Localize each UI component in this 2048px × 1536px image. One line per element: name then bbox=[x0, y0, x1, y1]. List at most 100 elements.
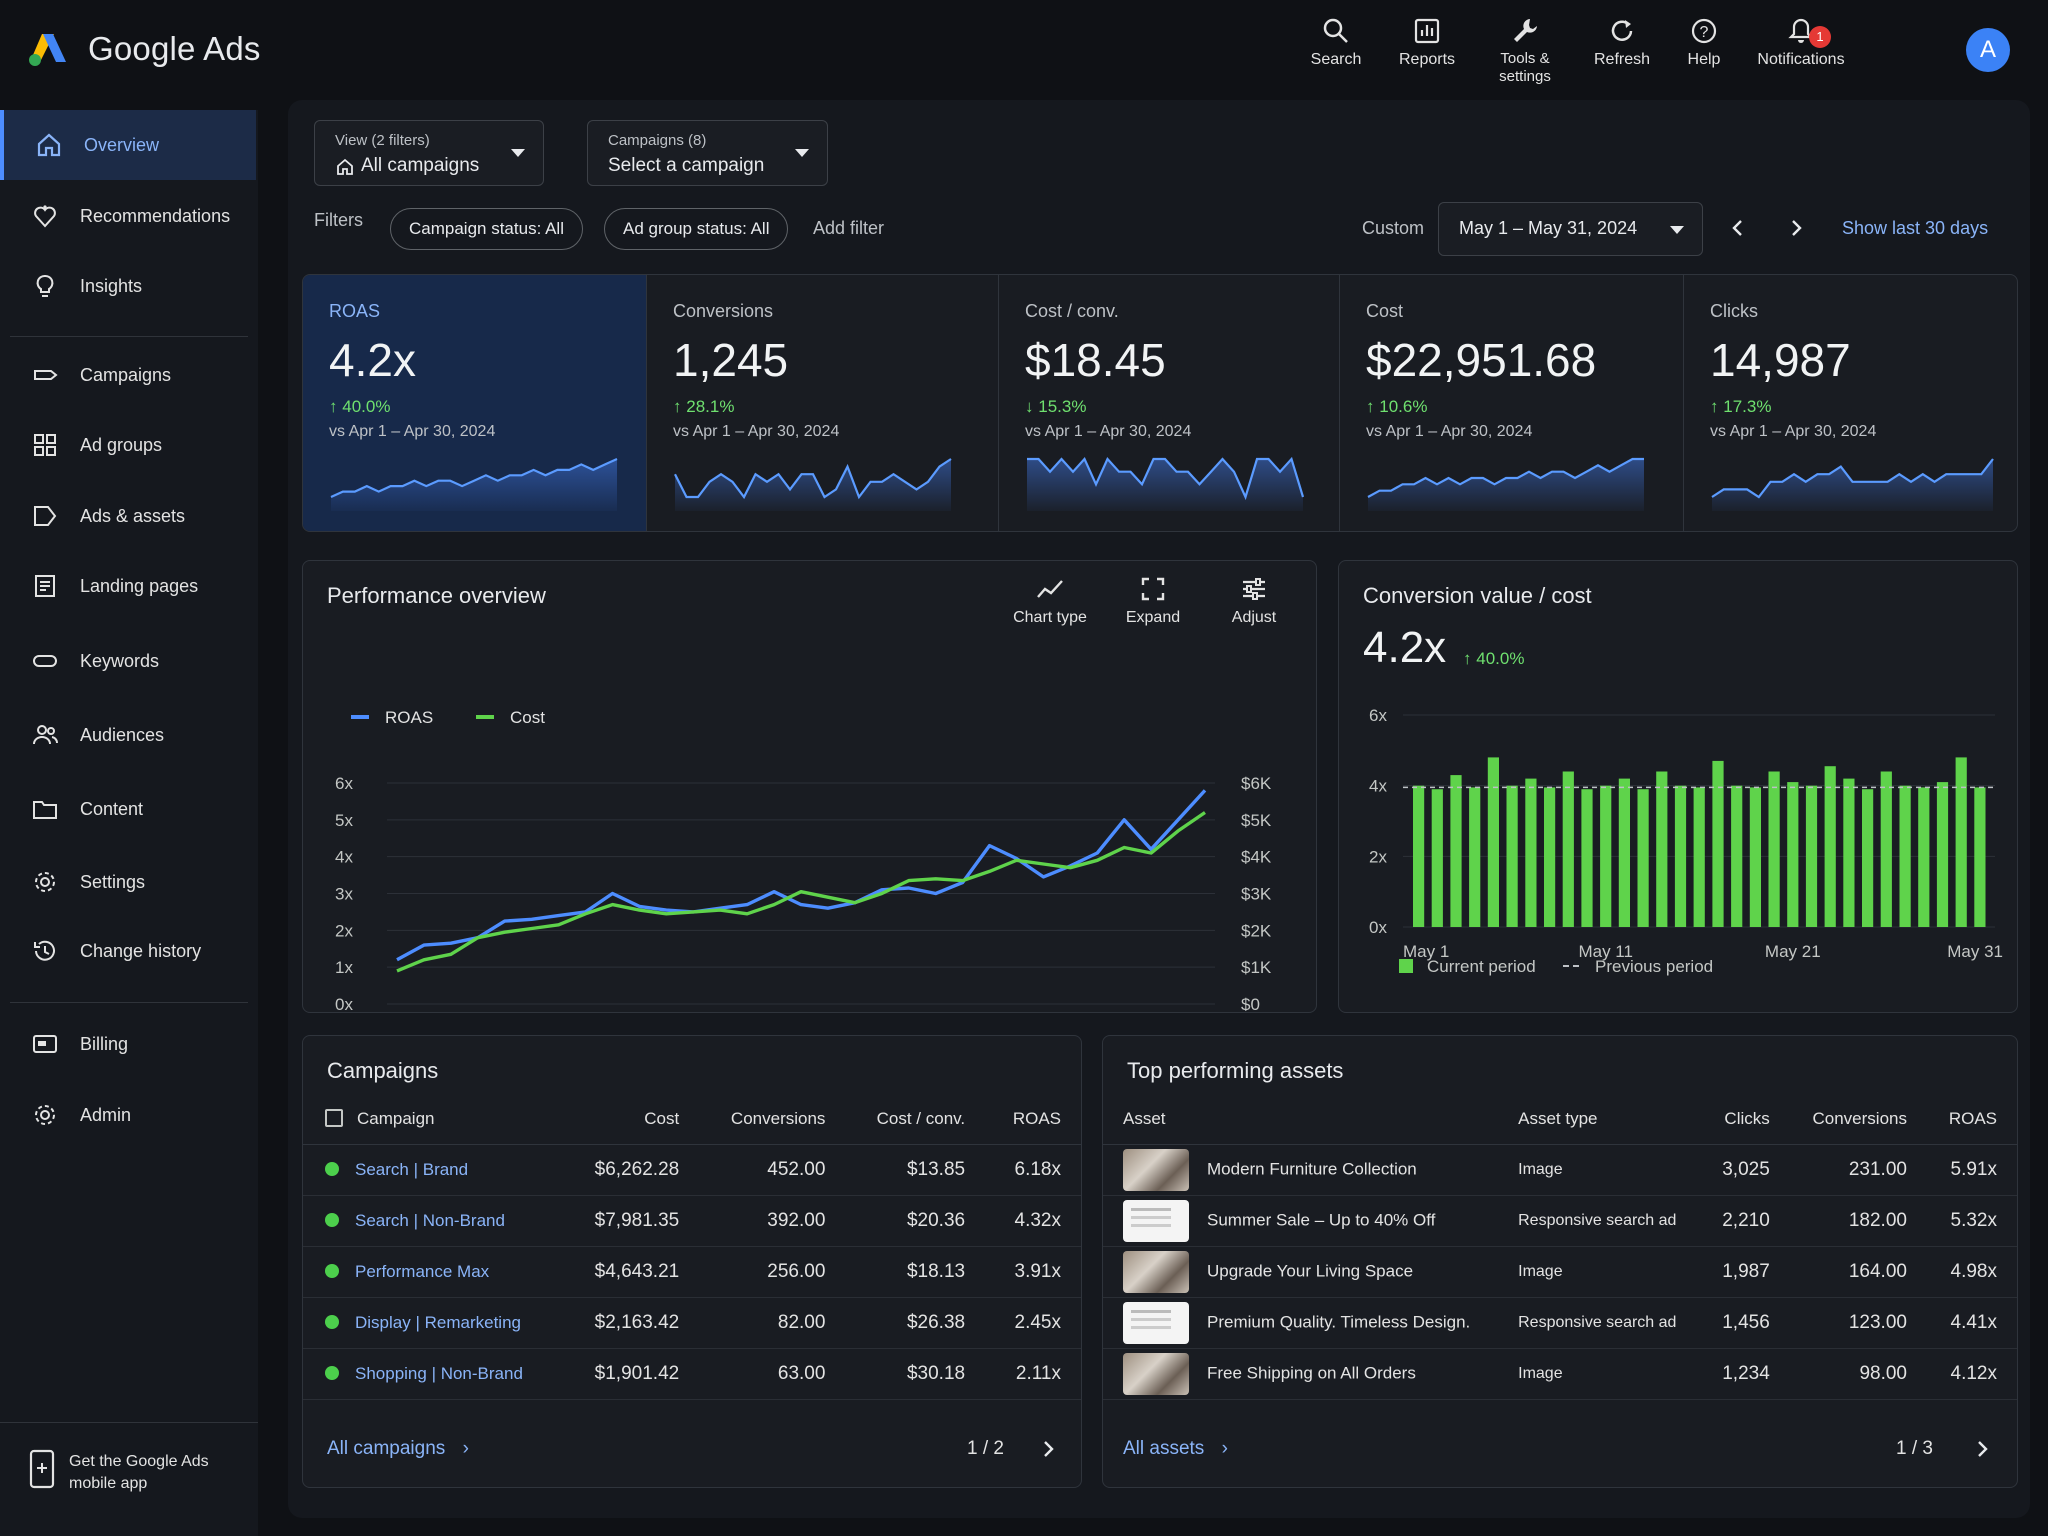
table-row[interactable]: Shopping | Non-Brand $1,901.42 63.00 $30… bbox=[303, 1348, 1081, 1400]
google-ads-logo-icon[interactable] bbox=[26, 28, 70, 72]
ad-group-status-chip[interactable]: Ad group status: All bbox=[604, 208, 789, 250]
chevron-left-icon[interactable] bbox=[1726, 216, 1750, 240]
campaign-name-cell[interactable]: Shopping | Non-Brand bbox=[303, 1348, 564, 1400]
campaign-link[interactable]: Shopping | Non-Brand bbox=[355, 1363, 523, 1383]
sidebar-item-insights[interactable]: Insights bbox=[0, 251, 256, 321]
column-header-cost-per-conv[interactable]: Cost / conv. bbox=[845, 1094, 986, 1145]
campaign-link[interactable]: Search | Brand bbox=[355, 1159, 469, 1179]
column-header-asset[interactable]: Asset bbox=[1103, 1094, 1499, 1145]
table-row[interactable]: Upgrade Your Living Space Image 1,987 16… bbox=[1103, 1246, 2017, 1298]
campaign-name-cell[interactable]: Performance Max bbox=[303, 1246, 564, 1298]
column-header-campaign[interactable]: Campaign bbox=[303, 1094, 564, 1145]
avatar[interactable]: A bbox=[1966, 28, 2010, 72]
asset-name-cell[interactable]: Free Shipping on All Orders bbox=[1103, 1348, 1499, 1400]
conversion-value-panel: Conversion value / cost 4.2x ↑ 40.0% 0x 2… bbox=[1338, 560, 2018, 1013]
kpi-label: ROAS bbox=[329, 301, 381, 321]
sidebar-item-label: Billing bbox=[80, 1033, 129, 1054]
column-header-roas[interactable]: ROAS bbox=[985, 1094, 1081, 1145]
campaign-link[interactable]: Display | Remarketing bbox=[355, 1312, 521, 1332]
sidebar-item-admin[interactable]: Admin bbox=[0, 1080, 256, 1150]
select-all-checkbox[interactable] bbox=[325, 1108, 343, 1127]
y-tick-left: 5x bbox=[335, 811, 353, 830]
column-header-cost[interactable]: Cost bbox=[563, 1094, 700, 1145]
table-row[interactable]: Performance Max $4,643.21 256.00 $18.13 … bbox=[303, 1246, 1081, 1298]
sidebar-item-audiences[interactable]: Audiences bbox=[0, 700, 256, 770]
page-icon bbox=[35, 575, 55, 597]
sidebar-item-billing[interactable]: Billing bbox=[0, 1009, 256, 1079]
kpi-card-cost[interactable]: Cost $22,951.68 ↑ 10.6% vs Apr 1 – Apr 3… bbox=[1340, 275, 1684, 531]
campaign-link[interactable]: Search | Non-Brand bbox=[355, 1210, 505, 1230]
sidebar-item-content[interactable]: Content bbox=[0, 774, 256, 844]
kpi-card-conversions[interactable]: Conversions 1,245 ↑ 28.1% vs Apr 1 – Apr… bbox=[647, 275, 999, 531]
kpi-card-cost-per-conv[interactable]: Cost / conv. $18.45 ↓ 15.3% vs Apr 1 – A… bbox=[999, 275, 1340, 531]
header-notifications-button[interactable]: Notifications 1 bbox=[1746, 16, 1856, 70]
expand-button[interactable]: Expand bbox=[1108, 575, 1198, 627]
table-row[interactable]: Search | Non-Brand $7,981.35 392.00 $20.… bbox=[303, 1195, 1081, 1247]
home-icon bbox=[337, 158, 353, 175]
campaign-name-cell[interactable]: Search | Non-Brand bbox=[303, 1195, 564, 1247]
kpi-delta: ↑ 28.1% bbox=[673, 397, 735, 416]
view-filter-select[interactable]: View (2 filters) All campaigns bbox=[314, 120, 544, 186]
chart-type-button[interactable]: Chart type bbox=[1005, 575, 1095, 627]
table-row[interactable]: Search | Brand $6,262.28 452.00 $13.85 6… bbox=[303, 1144, 1081, 1196]
sidebar-item-campaigns[interactable]: Campaigns bbox=[0, 340, 256, 410]
campaign-link[interactable]: Performance Max bbox=[355, 1261, 490, 1281]
table-row[interactable]: Display | Remarketing $2,163.42 82.00 $2… bbox=[303, 1297, 1081, 1349]
column-header-roas[interactable]: ROAS bbox=[1926, 1094, 2017, 1145]
header-refresh-button[interactable]: Refresh bbox=[1567, 16, 1677, 70]
asset-name-cell[interactable]: Summer Sale – Up to 40% Off bbox=[1103, 1195, 1499, 1247]
all-assets-link[interactable]: All assets › bbox=[1123, 1438, 1228, 1460]
table-row[interactable]: Modern Furniture Collection Image 3,025 … bbox=[1103, 1144, 2017, 1196]
sidebar-item-settings[interactable]: Settings bbox=[0, 847, 256, 917]
date-range-select[interactable]: May 1 – May 31, 2024 bbox=[1438, 202, 1703, 256]
kpi-comparison: vs Apr 1 – Apr 30, 2024 bbox=[1025, 423, 1192, 440]
mobile-app-promo[interactable]: Get the Google Ads mobile app bbox=[0, 1422, 258, 1536]
chevron-right-icon[interactable] bbox=[1971, 1438, 1993, 1460]
sidebar-item-keywords[interactable]: Keywords bbox=[0, 626, 256, 696]
kpi-card-clicks[interactable]: Clicks 14,987 ↑ 17.3% vs Apr 1 – Apr 30,… bbox=[1684, 275, 2017, 531]
asset-name-cell[interactable]: Modern Furniture Collection bbox=[1103, 1144, 1499, 1196]
column-header-conversions[interactable]: Conversions bbox=[699, 1094, 846, 1145]
sidebar-item-change-history[interactable]: Change history bbox=[0, 916, 256, 986]
kpi-comparison: vs Apr 1 – Apr 30, 2024 bbox=[329, 423, 496, 440]
column-header-conversions[interactable]: Conversions bbox=[1789, 1094, 1927, 1145]
header-search-button[interactable]: Search bbox=[1281, 16, 1391, 70]
keyword-icon bbox=[33, 655, 57, 667]
chevron-right-icon[interactable] bbox=[1784, 216, 1808, 240]
sidebar-item-ads-assets[interactable]: Ads & assets bbox=[0, 481, 256, 551]
sidebar-item-label: Campaigns bbox=[80, 364, 172, 385]
table-header-row: Asset Asset type Clicks Conversions ROAS bbox=[1103, 1094, 2017, 1145]
filters-label: Filters bbox=[314, 210, 363, 230]
sidebar-item-recommendations[interactable]: Recommendations bbox=[0, 181, 256, 251]
chevron-right-icon[interactable] bbox=[1037, 1438, 1059, 1460]
add-filter-link[interactable]: Add filter bbox=[813, 218, 885, 238]
cost-per-conv-cell: $18.13 bbox=[845, 1246, 986, 1298]
header-reports-button[interactable]: Reports bbox=[1372, 16, 1482, 70]
campaign-name-cell[interactable]: Search | Brand bbox=[303, 1144, 564, 1196]
campaign-name-cell[interactable]: Display | Remarketing bbox=[303, 1297, 564, 1349]
kpi-card-roas[interactable]: ROAS 4.2x ↑ 40.0% vs Apr 1 – Apr 30, 202… bbox=[303, 275, 647, 531]
asset-name-cell[interactable]: Upgrade Your Living Space bbox=[1103, 1246, 1499, 1298]
campaign-status-chip[interactable]: Campaign status: All bbox=[390, 208, 583, 250]
all-campaigns-link[interactable]: All campaigns › bbox=[327, 1438, 469, 1460]
header-help-button[interactable]: ? Help bbox=[1649, 16, 1759, 70]
campaign-select[interactable]: Campaigns (8) Select a campaign bbox=[587, 120, 828, 186]
conversions-cell: 63.00 bbox=[699, 1348, 846, 1400]
all-campaigns-label: All campaigns bbox=[327, 1438, 446, 1459]
header-tools-button[interactable]: Tools & settings bbox=[1470, 16, 1580, 86]
table-row[interactable]: Free Shipping on All Orders Image 1,234 … bbox=[1103, 1348, 2017, 1400]
sidebar-item-overview[interactable]: Overview bbox=[0, 110, 256, 180]
asset-name-cell[interactable]: Premium Quality. Timeless Design. bbox=[1103, 1297, 1499, 1349]
adjust-button[interactable]: Adjust bbox=[1209, 575, 1299, 627]
sidebar-item-label: Overview bbox=[84, 134, 160, 155]
column-header-asset-type[interactable]: Asset type bbox=[1498, 1094, 1701, 1145]
column-header-clicks[interactable]: Clicks bbox=[1700, 1094, 1790, 1145]
table-row[interactable]: Summer Sale – Up to 40% Off Responsive s… bbox=[1103, 1195, 2017, 1247]
sparkline-line bbox=[1027, 456, 1305, 501]
sidebar-item-ad-groups[interactable]: Ad groups bbox=[0, 410, 256, 480]
header-refresh-label: Refresh bbox=[1593, 51, 1651, 68]
table-row[interactable]: Premium Quality. Timeless Design. Respon… bbox=[1103, 1297, 2017, 1349]
sparkline-line bbox=[674, 458, 952, 500]
sidebar-item-landing-pages[interactable]: Landing pages bbox=[0, 551, 256, 621]
show-last-30-days-link[interactable]: Show last 30 days bbox=[1842, 218, 1989, 238]
